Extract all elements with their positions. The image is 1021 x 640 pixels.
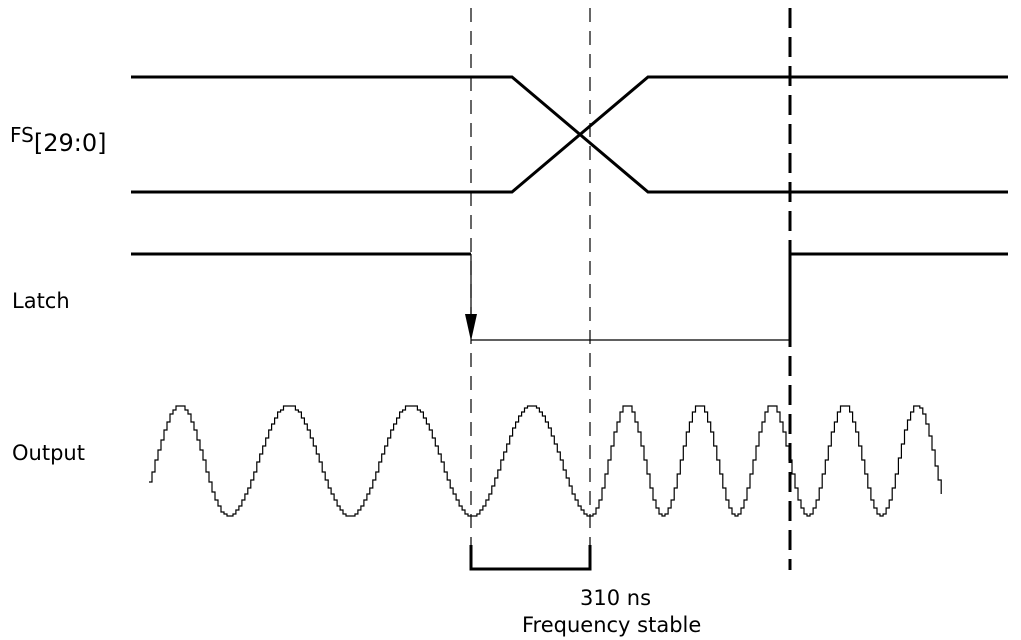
fs-signal-label: FS[29:0] [10,123,106,157]
duration-label: 310 ns [580,586,651,610]
latch-waveform [131,252,1008,341]
fs-bus-range: [29:0] [34,129,107,157]
duration-bracket [469,545,592,571]
fs-signal-name: FS [10,123,34,147]
latch-arrow-head [465,314,477,341]
frequency-stable-caption: Frequency stable [522,613,701,637]
latch-signal-label: Latch [12,289,70,313]
fs-bus-waveform [131,75,1008,194]
output-signal-label: Output [12,441,85,465]
output-waveform [149,405,942,517]
